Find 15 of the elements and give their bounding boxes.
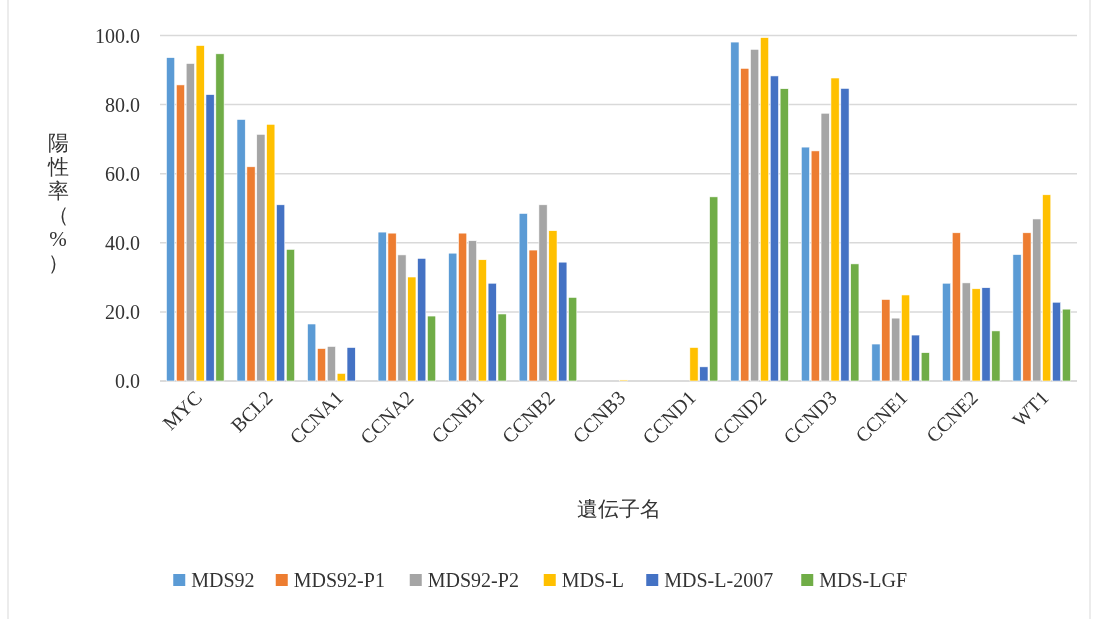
y-tick-label: 80.0 bbox=[105, 93, 140, 116]
x-axis-title: 遺伝子名 bbox=[576, 497, 661, 521]
legend-label: MDS92-P2 bbox=[427, 569, 519, 591]
legend-label: MDS-L-2007 bbox=[664, 569, 774, 591]
y-tick-label: 0.0 bbox=[115, 370, 140, 392]
y-axis-title: 陽性率（%） bbox=[46, 131, 69, 275]
x-tick-label: WT1 bbox=[1007, 386, 1053, 431]
legend-label: MDS92 bbox=[191, 569, 255, 591]
legend-label: MDS92-P1 bbox=[293, 569, 385, 591]
y-tick-label: 60.0 bbox=[105, 162, 140, 185]
y-tick-label: 100.0 bbox=[95, 24, 140, 47]
y-tick-label: 40.0 bbox=[105, 231, 140, 254]
legend-label: MDS-LGF bbox=[819, 569, 908, 591]
y-tick-label: 20.0 bbox=[105, 300, 140, 323]
legend-label: MDS-L bbox=[561, 569, 624, 591]
